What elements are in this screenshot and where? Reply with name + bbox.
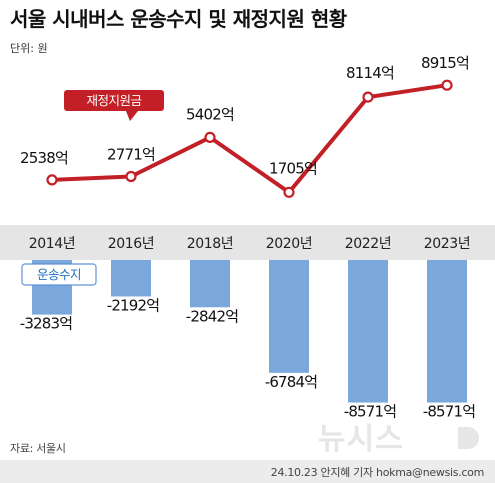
credit-band xyxy=(0,460,495,483)
x-tick-label: 2022년 xyxy=(345,236,392,252)
line-series-tag: 재정지원금 xyxy=(64,90,164,121)
series-line xyxy=(50,83,449,195)
x-tick-label: 2020년 xyxy=(266,236,313,252)
bar-value-label: -6784억 xyxy=(265,373,318,391)
byline: 24.10.23 안지혜 기자 hokma@newsis.com xyxy=(271,466,484,479)
bar xyxy=(111,260,151,297)
bar-series-tag: 운송수지 xyxy=(21,263,97,286)
bar-value-label: -2842억 xyxy=(186,307,239,325)
line-point xyxy=(204,131,216,143)
x-tick-label: 2016년 xyxy=(108,236,155,252)
line-series-label: 재정지원금 xyxy=(86,93,141,108)
line-point xyxy=(441,79,453,91)
x-tick-label: 2018년 xyxy=(187,236,234,252)
bar-value-label: -3283억 xyxy=(20,315,73,333)
bar-series-label: 운송수지 xyxy=(37,267,81,282)
year-axis: 2014년 2016년 2018년 2020년 2022년 2023년 xyxy=(29,236,471,252)
line-value-label: 5402억 xyxy=(186,105,234,123)
line-point xyxy=(362,91,374,103)
bar xyxy=(190,260,230,308)
line-value-label: 2538억 xyxy=(20,149,68,167)
line-tag-pointer xyxy=(126,111,138,121)
x-tick-label: 2014년 xyxy=(29,236,76,252)
line-point xyxy=(283,186,295,198)
watermark-logo: 뉴시스 xyxy=(318,422,479,457)
watermark-text: 뉴시스 xyxy=(318,422,404,457)
source-note: 자료: 서울시 xyxy=(10,442,66,455)
line-value-label: 1705억 xyxy=(269,159,317,177)
line-point xyxy=(46,174,58,186)
chart-title: 서울 시내버스 운송수지 및 재정지원 현황 xyxy=(10,7,348,31)
bar-value-label: -2192억 xyxy=(107,296,160,314)
line-value-label: 8915억 xyxy=(421,54,469,72)
bar-value-label: -8571억 xyxy=(423,403,476,421)
bar xyxy=(427,260,467,403)
line-point xyxy=(125,170,137,183)
bar xyxy=(348,260,388,403)
line-value-label: 8114억 xyxy=(346,64,394,82)
watermark-mark-icon xyxy=(458,427,479,449)
line-series: 2538억 2771억 5402억 1705억 8114억 8915억 xyxy=(20,54,470,198)
unit-label: 단위: 원 xyxy=(10,42,48,55)
year-band xyxy=(0,225,495,260)
bar-series: -3283억 -2192억 -2842억 -6784억 -8571억 -8571억 xyxy=(20,260,476,421)
bar xyxy=(269,260,309,373)
x-tick-label: 2023년 xyxy=(424,236,471,252)
line-value-label: 2771억 xyxy=(107,146,155,164)
bar-value-label: -8571억 xyxy=(344,403,397,421)
